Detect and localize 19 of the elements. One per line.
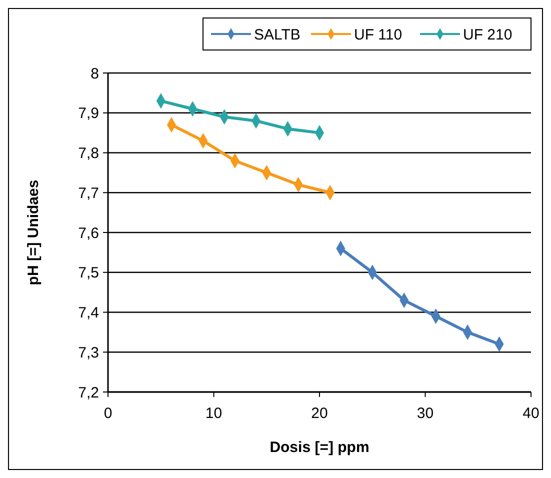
y-tick-label: 8 xyxy=(90,65,99,82)
y-tick-label: 7,4 xyxy=(78,304,99,322)
legend-label: UF 110 xyxy=(354,26,402,44)
x-tick-label: 20 xyxy=(311,405,328,422)
y-tick-label: 7,2 xyxy=(78,384,99,402)
x-tick-label: 10 xyxy=(205,405,222,422)
y-tick-label: 7,5 xyxy=(78,264,99,282)
x-tick-label: 40 xyxy=(522,405,540,422)
y-tick-label: 7,3 xyxy=(78,344,99,362)
y-tick-label: 7,7 xyxy=(78,184,99,202)
x-axis-title: Dosis [=] ppm xyxy=(270,439,370,456)
legend-label: SALTB xyxy=(254,26,300,44)
x-tick-label: 0 xyxy=(104,405,112,422)
y-tick-label: 7,9 xyxy=(78,105,99,122)
y-axis-title: pH [=] Unidaes xyxy=(25,180,42,286)
y-tick-label: 7,6 xyxy=(78,224,99,242)
y-tick-label: 7,8 xyxy=(78,145,99,162)
legend-label: UF 210 xyxy=(463,26,512,44)
x-tick-label: 30 xyxy=(416,405,434,422)
